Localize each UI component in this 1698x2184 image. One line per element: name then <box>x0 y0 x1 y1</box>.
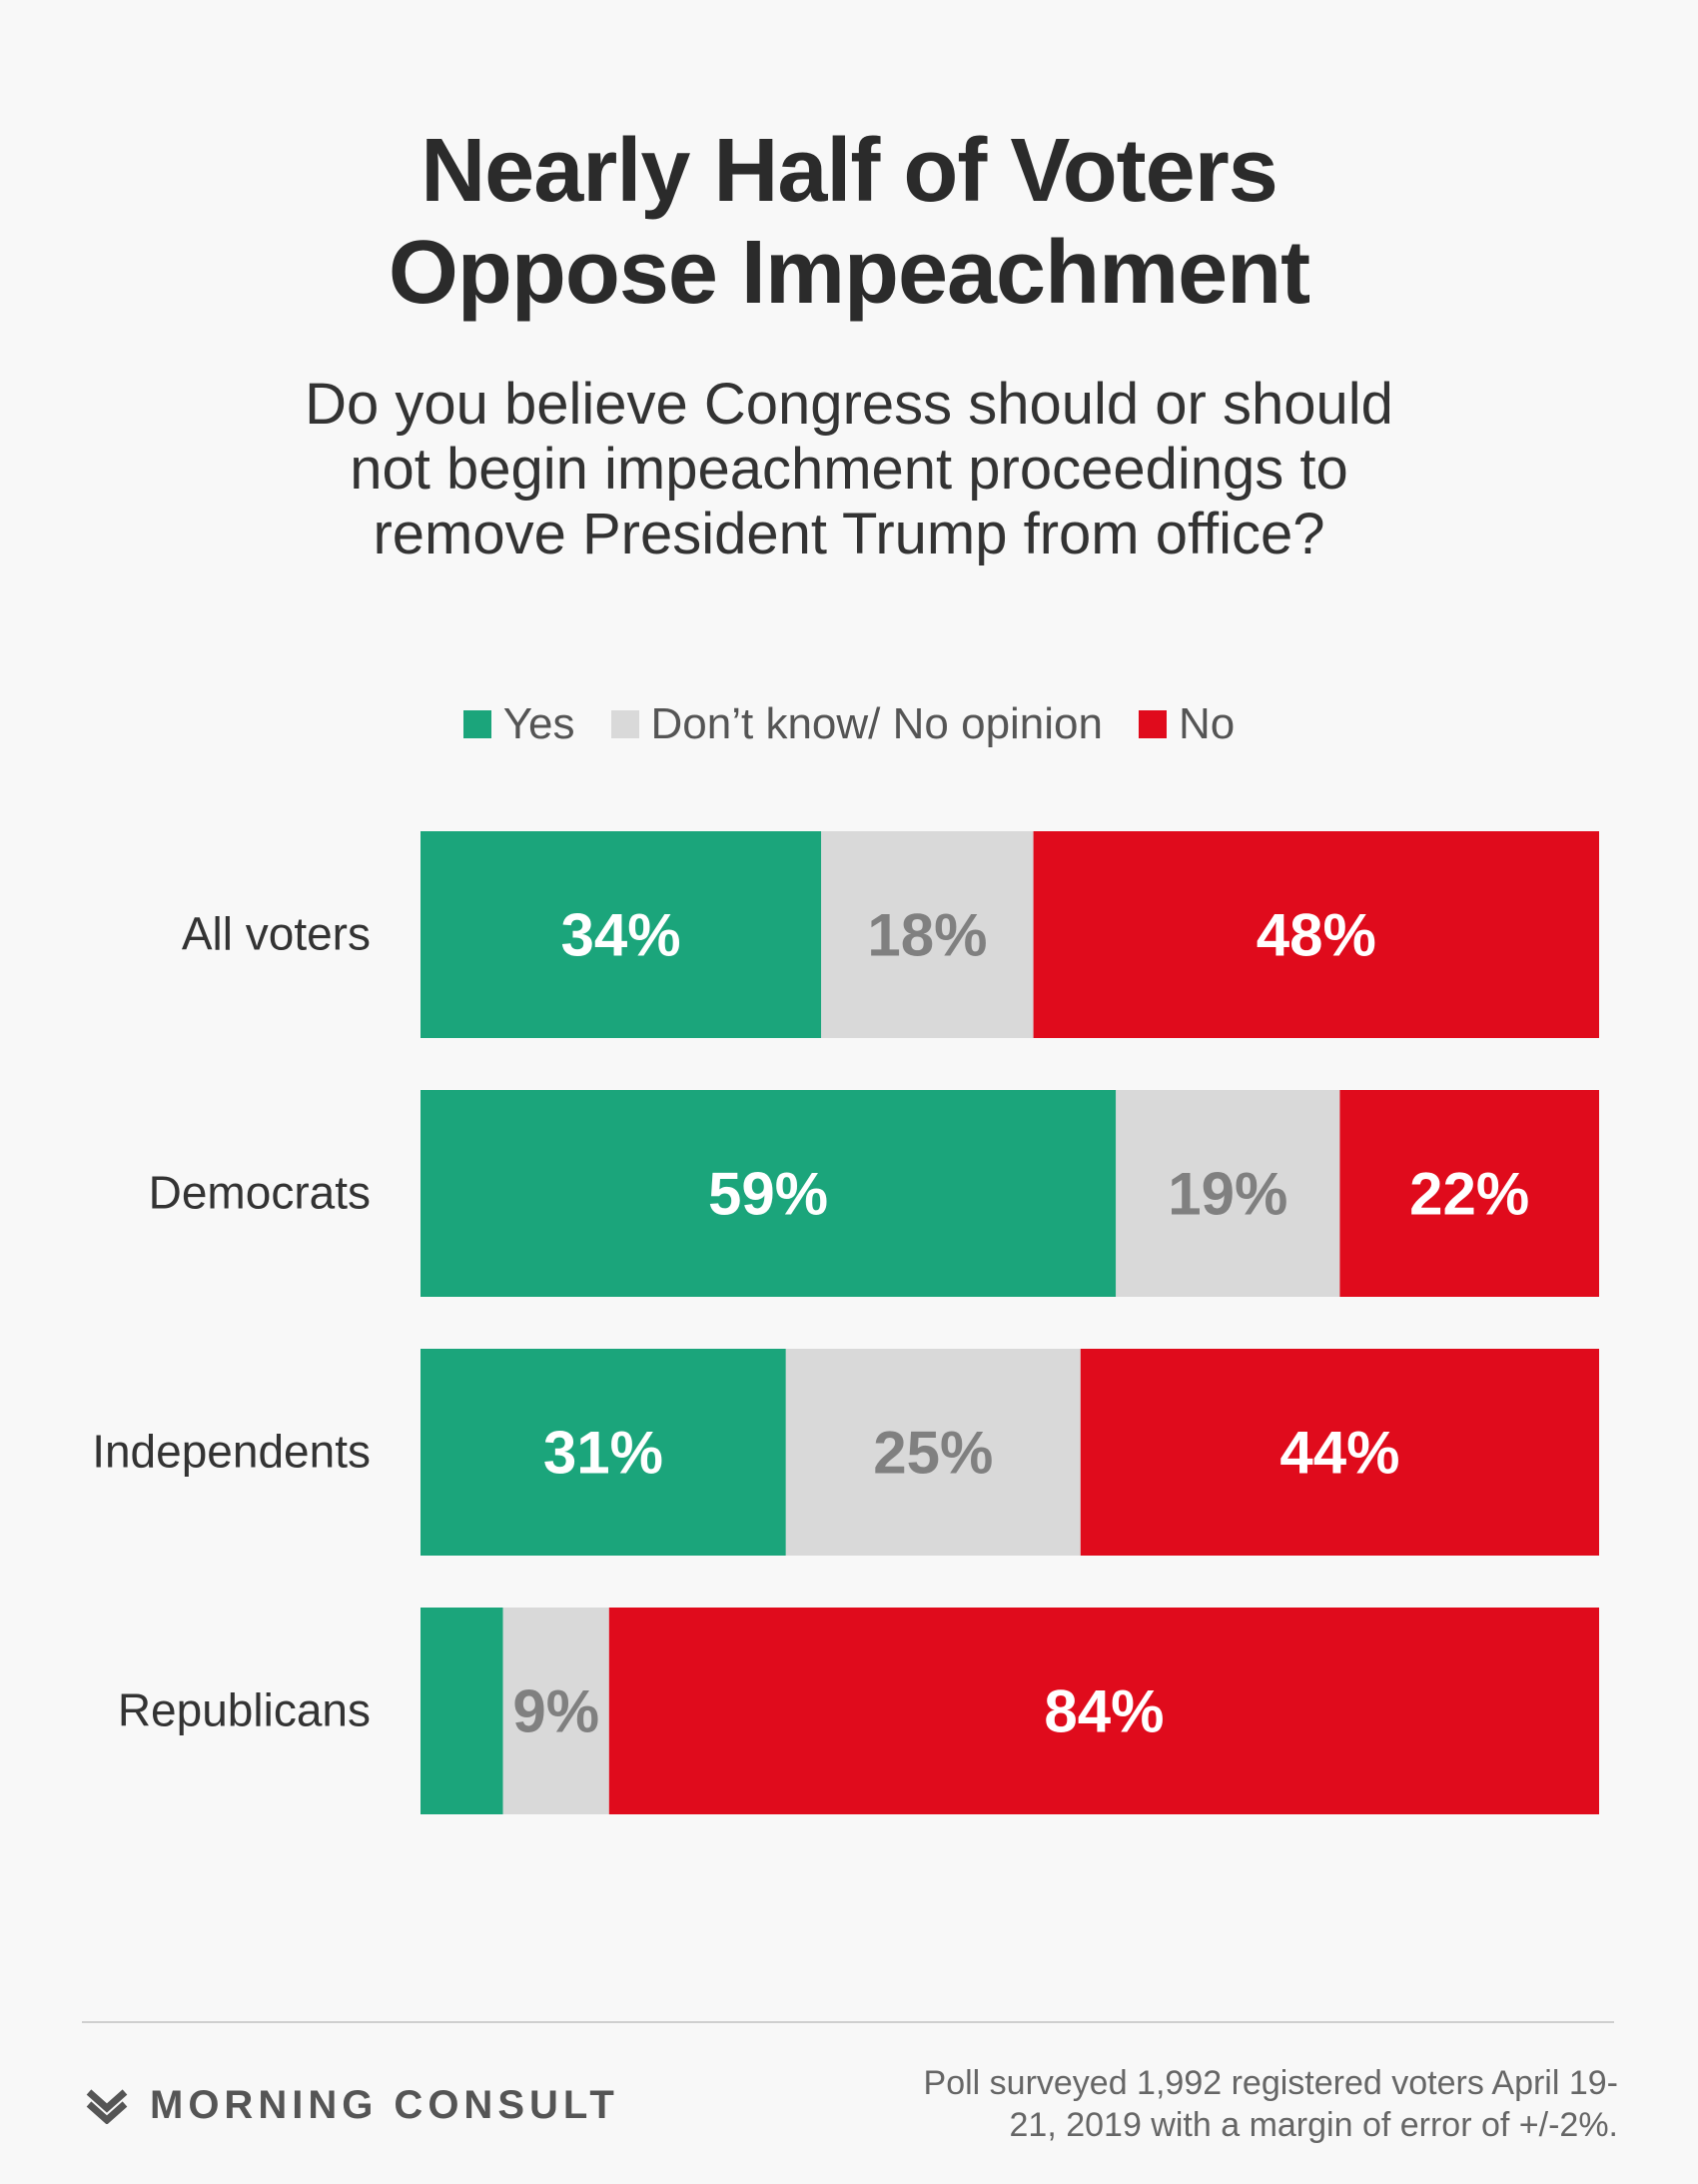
bar-segment-dont-know-democrats <box>1116 1090 1340 1297</box>
bar-segment-dont-know-all-voters <box>821 831 1034 1038</box>
category-label-democrats: Democrats <box>149 1167 371 1219</box>
bar-segment-dont-know-republicans <box>502 1608 609 1814</box>
data-label-dont-know-republicans: 9% <box>512 1678 599 1745</box>
bar-segment-yes-democrats <box>421 1090 1117 1297</box>
bar-segment-no-republicans <box>608 1608 1599 1814</box>
bar-segment-no-democrats <box>1339 1090 1599 1297</box>
legend-item-dont-know: Don’t know/ No opinion <box>610 699 1103 749</box>
stacked-bar-chart: All voters 34% 18% 48% Democrats 59% 19% 22% Ind… <box>92 831 1599 1814</box>
survey-question-line-3: remove President Trump from office? <box>373 502 1325 566</box>
category-label-republicans: Republicans <box>118 1684 371 1736</box>
data-label-no-all-voters: 48% <box>1257 902 1376 969</box>
chart-title-line-1: Nearly Half of Voters <box>421 121 1278 221</box>
data-label-yes-all-voters: 34% <box>561 902 681 969</box>
chart-legend: Yes Don’t know/ No opinion No <box>0 699 1698 749</box>
morning-consult-logo: MORNING CONSULT <box>86 2083 619 2128</box>
bar-segment-no-independents <box>1080 1349 1599 1556</box>
bar-segment-yes-all-voters <box>421 831 822 1038</box>
footer-divider <box>82 2021 1614 2023</box>
bar-segment-yes-republicans <box>421 1608 503 1814</box>
data-label-dont-know-independents: 25% <box>873 1420 993 1487</box>
legend-swatch-yes <box>462 710 491 738</box>
legend-label-no: No <box>1179 699 1236 748</box>
poll-note-line-2: 21, 2019 with a margin of error of +/-2%… <box>1009 2106 1618 2144</box>
legend-label-yes: Yes <box>502 699 575 748</box>
poll-note-line-1: Poll surveyed 1,992 registered voters Ap… <box>923 2064 1618 2102</box>
bar-segment-yes-independents <box>421 1349 786 1556</box>
legend-label-dont-know: Don’t know/ No opinion <box>650 699 1103 748</box>
legend-item-yes: Yes <box>462 699 575 749</box>
brand-name: MORNING CONSULT <box>150 2083 619 2127</box>
survey-question-line-1: Do you believe Congress should or should <box>305 372 1393 437</box>
morning-consult-chevron-icon <box>86 2088 128 2124</box>
data-label-no-republicans: 84% <box>1044 1678 1164 1745</box>
bar-segment-dont-know-independents <box>785 1349 1081 1556</box>
bar-segment-no-all-voters <box>1033 831 1599 1038</box>
poll-methodology-note: Poll surveyed 1,992 registered voters Ap… <box>924 2062 1618 2146</box>
data-label-yes-independents: 31% <box>543 1420 663 1487</box>
data-label-dont-know-all-voters: 18% <box>867 902 987 969</box>
legend-swatch-no <box>1139 710 1167 738</box>
chart-title: Nearly Half of Voters Oppose Impeachment <box>0 120 1698 324</box>
data-label-no-democrats: 22% <box>1409 1161 1529 1228</box>
legend-swatch-dont-know <box>610 710 639 738</box>
data-label-yes-democrats: 59% <box>708 1161 828 1228</box>
category-label-independents: Independents <box>92 1426 371 1478</box>
data-label-no-independents: 44% <box>1279 1420 1399 1487</box>
category-label-all-voters: All voters <box>182 908 371 960</box>
chart-title-line-2: Oppose Impeachment <box>388 223 1310 323</box>
data-label-dont-know-democrats: 19% <box>1168 1161 1287 1228</box>
survey-question-line-2: not begin impeachment proceedings to <box>350 437 1348 502</box>
legend-item-no: No <box>1139 699 1235 749</box>
survey-question: Do you believe Congress should or should… <box>0 372 1698 566</box>
